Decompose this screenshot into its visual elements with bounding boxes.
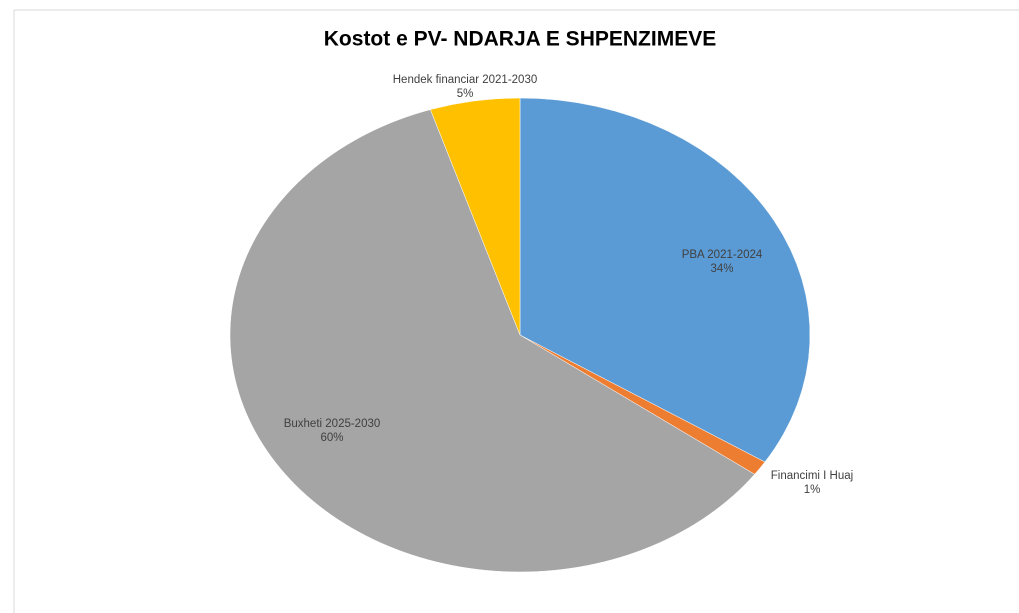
slice-category-label: Buxheti 2025-2030: [284, 418, 381, 430]
pie-slice: [229, 109, 756, 573]
pie-slice: [430, 97, 521, 336]
slice-value-label: 5%: [457, 88, 474, 100]
slice-category-label: Hendek financiar 2021-2030: [393, 74, 538, 86]
slice-value-label: 60%: [320, 432, 343, 444]
pie-slice: [519, 97, 811, 463]
chart-title: Kostot e PV- NDARJA E SHPENZIMEVE: [324, 28, 716, 51]
slice-value-label: 1%: [804, 484, 821, 496]
slice-value-label: 34%: [710, 263, 733, 275]
slice-category-label: PBA 2021-2024: [682, 249, 763, 261]
slice-category-label: Financimi I Huaj: [771, 470, 853, 482]
